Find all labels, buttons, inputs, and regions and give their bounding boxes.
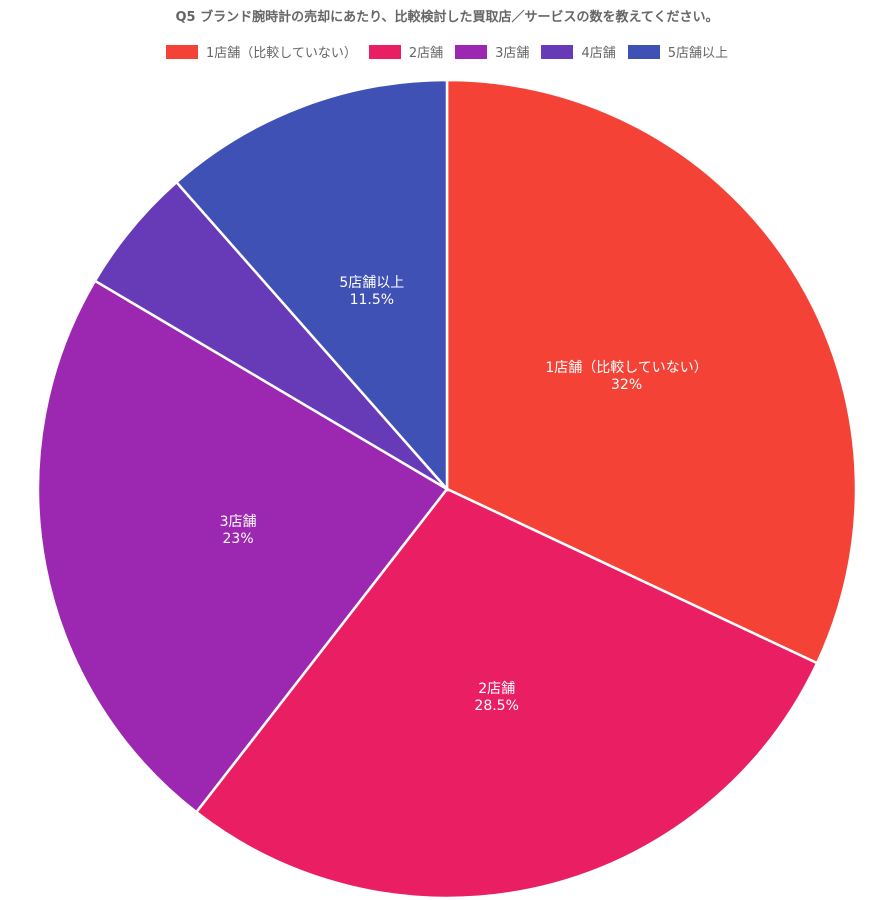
legend-swatch bbox=[455, 44, 488, 59]
legend-item-5-plus-stores[interactable]: 5店舗以上 bbox=[627, 42, 728, 61]
legend-label: 2店舗 bbox=[408, 46, 444, 61]
chart-legend: 1店舗（比較していない） 2店舗 3店舗 4店舗 5店舗以上 bbox=[0, 42, 894, 61]
pie-slice-1-store[interactable] bbox=[445, 78, 858, 665]
legend-item-3-stores[interactable]: 3店舗 bbox=[455, 42, 529, 61]
legend-swatch bbox=[368, 44, 401, 59]
legend-swatch bbox=[165, 44, 198, 59]
legend-label: 4店舗 bbox=[581, 46, 616, 61]
chart-title: Q5 ブランド腕時計の売却にあたり、比較検討した買取店／サービスの数を教えてくだ… bbox=[175, 10, 719, 25]
pie-slice-3-stores[interactable] bbox=[36, 279, 449, 814]
legend-label: 5店舗以上 bbox=[667, 46, 728, 61]
pie-slice-2-stores[interactable] bbox=[194, 487, 819, 900]
legend-label: 3店舗 bbox=[495, 46, 530, 61]
slice-label-3-stores: 3店舗 23% bbox=[220, 514, 257, 547]
legend-swatch bbox=[541, 44, 574, 59]
pie-slice-5-plus-stores[interactable] bbox=[174, 78, 449, 493]
slice-label-2-stores: 2店舗 28.5% bbox=[474, 681, 518, 714]
legend-swatch bbox=[627, 44, 660, 59]
legend-item-1-store[interactable]: 1店舗（比較していない） bbox=[165, 42, 357, 61]
legend-label: 1店舗（比較していない） bbox=[205, 46, 357, 61]
slice-label-1-store: 1店舗（比較していない） 32% bbox=[545, 360, 708, 393]
legend-item-2-stores[interactable]: 2店舗 bbox=[368, 42, 444, 61]
slice-label-5-plus-stores: 5店舗以上 11.5% bbox=[339, 275, 404, 308]
legend-item-4-stores[interactable]: 4店舗 bbox=[541, 42, 616, 61]
